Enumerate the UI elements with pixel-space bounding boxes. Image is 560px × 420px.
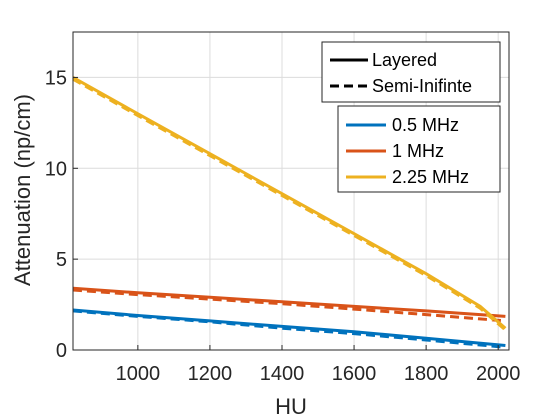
legend-entry-layered: Layered (372, 50, 437, 70)
series-line (72, 77, 507, 332)
style-legend-box (321, 41, 501, 103)
x-axis-label: HU (275, 394, 307, 419)
color-legend-entry: 0.5 MHz (392, 115, 459, 135)
color-legend-entry: 1 MHz (392, 141, 444, 161)
y-tick-label: 0 (56, 340, 67, 362)
y-tick-label: 10 (45, 158, 67, 180)
y-tick-label: 15 (45, 67, 67, 89)
x-tick-label: 1000 (116, 363, 161, 385)
series-line (72, 288, 506, 323)
series-line (72, 286, 506, 318)
style-legend: Layered Semi-Inifinte (321, 41, 501, 103)
series-line (72, 309, 506, 349)
y-axis-label: Attenuation (np/cm) (10, 94, 35, 286)
x-tick-label: 2000 (476, 363, 521, 385)
series-line (72, 76, 507, 330)
series-layer (72, 76, 507, 349)
series-line (72, 308, 506, 347)
x-tick-label: 1400 (260, 363, 305, 385)
color-legend-entry: 2.25 MHz (392, 167, 469, 187)
color-legend: 0.5 MHz 1 MHz 2.25 MHz (337, 105, 501, 193)
x-tick-label: 1200 (188, 363, 233, 385)
y-tick-label: 5 (56, 249, 67, 271)
x-tick-label: 1600 (332, 363, 377, 385)
axes-box (72, 31, 510, 351)
x-tick-label: 1800 (404, 363, 449, 385)
legend-entry-semi-infinite: Semi-Inifinte (372, 76, 472, 96)
ticks: 1000 1200 1400 1600 1800 2000 0 5 10 15 (45, 67, 521, 385)
